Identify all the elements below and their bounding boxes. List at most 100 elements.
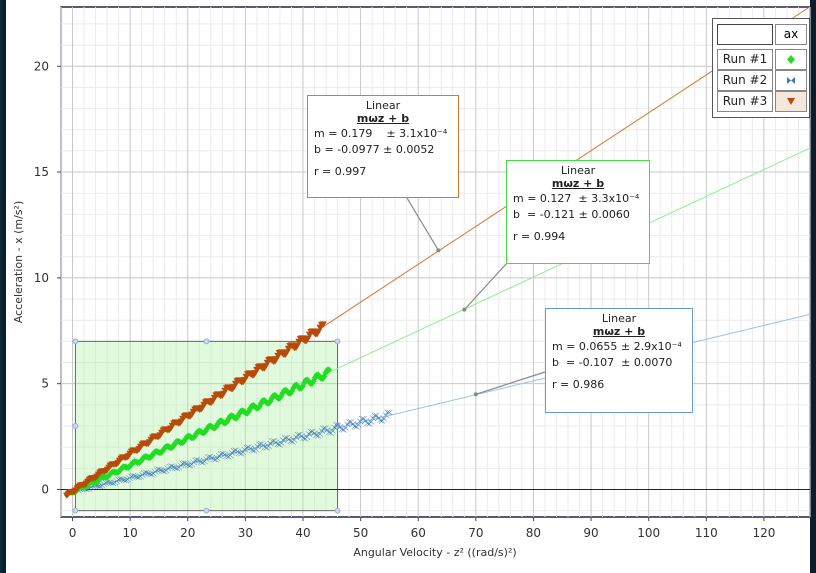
fit-slope: m = 0.127 ± 3.3x10⁻⁴ <box>513 192 640 205</box>
data-point <box>159 468 166 474</box>
data-point <box>109 480 117 487</box>
data-point <box>210 456 217 462</box>
diamond-marker-icon <box>775 49 807 70</box>
data-point <box>336 424 344 430</box>
data-point <box>150 470 157 477</box>
fit-intercept: b = -0.0977 ± 0.0052 <box>314 143 435 156</box>
data-point <box>203 456 210 462</box>
y-tick-label: 20 <box>34 59 49 73</box>
leader-line <box>463 262 508 311</box>
selection-handle <box>203 338 210 345</box>
selection-handle <box>72 423 79 429</box>
data-point <box>316 431 323 437</box>
data-point <box>272 439 280 446</box>
fit-type: Linear <box>601 312 637 325</box>
leader-line <box>406 197 439 251</box>
x-tick-label: 90 <box>583 526 598 540</box>
data-point <box>340 427 347 433</box>
triangle-down-marker-icon <box>775 91 807 112</box>
legend-label: Run #3 <box>717 91 773 112</box>
leader-anchor <box>473 392 478 397</box>
bowtie-marker-icon <box>775 70 807 91</box>
data-point <box>130 472 137 479</box>
data-point <box>314 433 322 439</box>
x-tick-label: 50 <box>353 526 368 540</box>
data-point <box>324 427 331 433</box>
data-point <box>319 321 327 328</box>
data-point <box>320 425 327 432</box>
data-point <box>384 409 391 416</box>
y-tick-label: 5 <box>41 377 49 391</box>
legend[interactable]: ax Run #1 Run #2 Run #3 <box>712 18 810 118</box>
data-point <box>265 443 272 449</box>
fit-correlation: r = 0.994 <box>513 230 566 243</box>
data-point <box>217 451 225 457</box>
x-tick-label: 0 <box>69 526 77 540</box>
data-point <box>373 412 380 419</box>
fit-slope: m = 0.0655 ± 2.9x10⁻⁴ <box>552 340 682 353</box>
data-point <box>378 418 386 424</box>
data-points <box>63 321 393 499</box>
data-point <box>179 460 186 467</box>
legend-item-run3[interactable]: Run #3 <box>717 91 807 112</box>
data-point <box>360 415 367 422</box>
data-point <box>366 421 373 427</box>
data-point <box>292 434 300 440</box>
legend-header-label: ax <box>775 24 807 45</box>
selection-handle <box>334 507 341 514</box>
data-point <box>120 477 128 483</box>
data-point <box>325 366 333 374</box>
data-point <box>369 415 377 421</box>
data-point <box>254 443 261 450</box>
x-axis-label: Angular Velocity - z² ((rad/s)²) <box>353 546 516 559</box>
data-point <box>141 470 148 476</box>
fit-box-run2[interactable]: Linear mωz + b m = 0.0655 ± 2.9x10⁻⁴ b =… <box>545 308 693 413</box>
legend-item-run2[interactable]: Run #2 <box>717 70 807 91</box>
data-point <box>256 441 263 448</box>
data-point <box>327 430 334 436</box>
data-point <box>267 440 274 447</box>
data-point <box>353 424 360 430</box>
data-point <box>135 474 142 481</box>
data-point <box>163 467 170 474</box>
data-point <box>177 462 184 469</box>
fit-leader-lines <box>406 197 546 397</box>
data-point <box>281 435 289 441</box>
data-point <box>347 419 355 425</box>
x-tick-label: 20 <box>180 526 195 540</box>
data-point <box>117 476 124 482</box>
plot-area <box>60 6 811 518</box>
data-point <box>184 462 192 468</box>
data-point <box>228 450 236 456</box>
fit-box-run1[interactable]: Linear mωz + b m = 0.127 ± 3.3x10⁻⁴ b = … <box>506 160 650 264</box>
data-point <box>386 409 393 416</box>
fit-correlation: r = 0.986 <box>552 378 605 391</box>
data-point <box>192 457 199 464</box>
fit-slope: m = 0.179 ± 3.1x10⁻⁴ <box>314 127 448 140</box>
fit-equation: mωz + b <box>551 177 605 190</box>
legend-label: Run #1 <box>717 49 773 70</box>
x-tick-label: 70 <box>468 526 483 540</box>
x-tick-label: 100 <box>637 526 660 540</box>
data-point <box>232 447 239 454</box>
data-point <box>166 464 173 470</box>
legend-item-run1[interactable]: Run #1 <box>717 49 807 70</box>
legend-label: Run #2 <box>717 70 773 91</box>
data-point <box>278 440 285 446</box>
y-axis-ticks: 0 5 10 15 20 <box>34 59 61 496</box>
leader-anchor <box>462 307 467 312</box>
fit-equation: mωz + b <box>356 112 410 125</box>
leader-line <box>475 371 546 395</box>
x-tick-label: 120 <box>752 526 775 540</box>
x-tick-label: 30 <box>238 526 253 540</box>
selection-handle <box>203 507 210 514</box>
x-tick-label: 80 <box>526 526 541 540</box>
data-point <box>239 449 247 456</box>
data-point <box>241 447 248 453</box>
fit-box-run3[interactable]: Linear mωz + b m = 0.179 ± 3.1x10⁻⁴ b = … <box>307 95 459 198</box>
data-point <box>236 450 243 456</box>
data-point <box>318 428 325 434</box>
data-point <box>225 453 232 460</box>
data-point <box>155 466 162 473</box>
